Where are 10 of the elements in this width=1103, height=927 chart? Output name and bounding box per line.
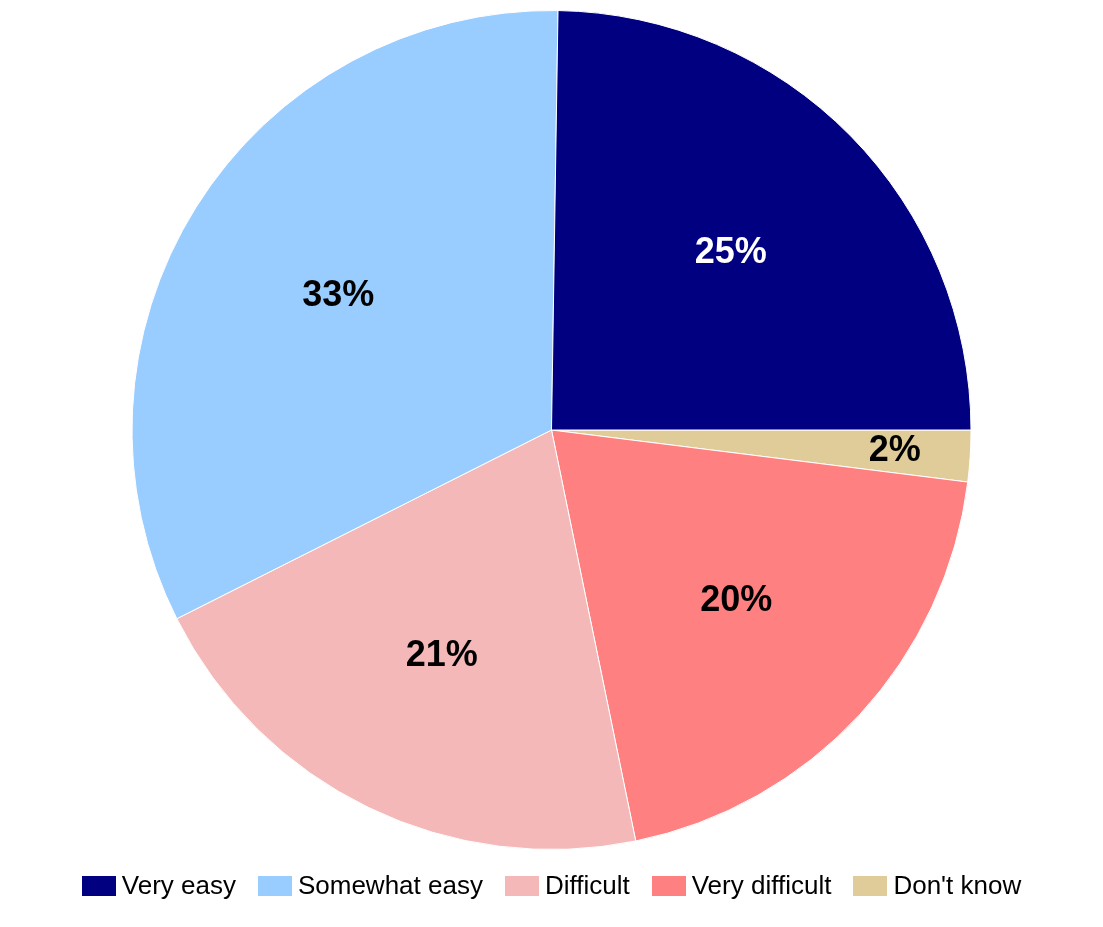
data-label: 20%	[700, 577, 773, 619]
legend-label: Somewhat easy	[297, 870, 483, 901]
legend-label: Don't know	[893, 870, 1022, 901]
legend-label: Difficult	[544, 870, 630, 901]
data-label: 25%	[694, 230, 767, 272]
data-label: 33%	[302, 273, 375, 315]
data-label: 2%	[868, 428, 921, 470]
legend-label: Very easy	[121, 870, 236, 901]
legend-label: Very difficult	[691, 870, 832, 901]
data-label: 21%	[405, 633, 478, 675]
